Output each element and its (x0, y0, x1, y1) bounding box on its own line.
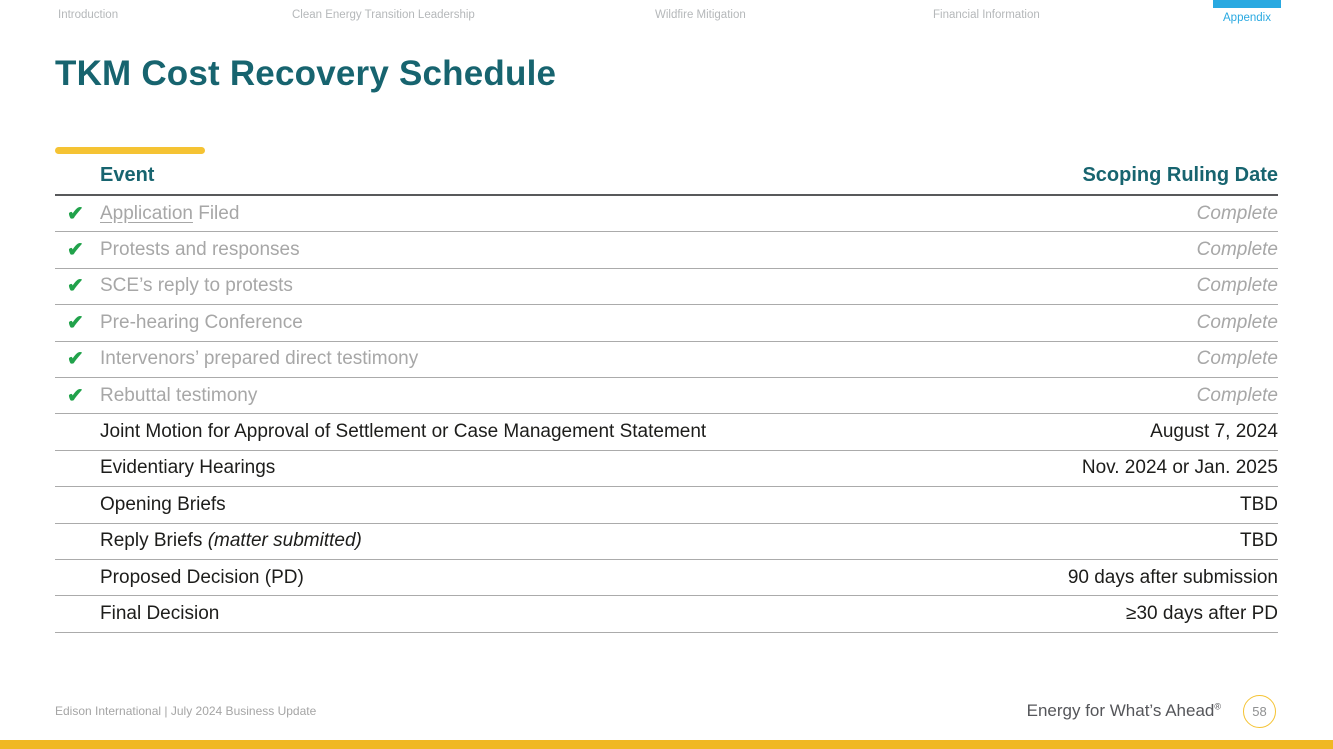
event-cell: Opening Briefs (100, 493, 226, 515)
event-link[interactable]: Application (100, 202, 193, 224)
date-cell: ≥30 days after PD (1126, 602, 1278, 624)
table-row: ✔ Application Filed Complete (55, 196, 1278, 233)
date-cell: Complete (1196, 202, 1278, 224)
column-header-event: Event (100, 164, 155, 186)
event-cell: Protests and responses (100, 239, 300, 261)
registered-trademark-icon: ® (1214, 701, 1221, 712)
event-cell: Reply Briefs (matter submitted) (100, 530, 362, 552)
table-row: ✔ Protests and responses Complete (55, 232, 1278, 269)
nav-item-wildfire-mitigation[interactable]: Wildfire Mitigation (655, 9, 746, 21)
event-note-italic: (matter submitted) (207, 530, 362, 552)
event-cell: Evidentiary Hearings (100, 457, 276, 479)
event-cell: Pre-hearing Conference (100, 311, 303, 333)
date-cell: Nov. 2024 or Jan. 2025 (1081, 457, 1278, 479)
footer-tagline-text: Energy for What’s Ahead (1026, 701, 1215, 720)
footer-deck-title: Edison International | July 2024 Busines… (55, 704, 317, 718)
date-cell: TBD (1240, 530, 1278, 552)
event-cell: SCE’s reply to protests (100, 275, 293, 297)
date-cell: Complete (1196, 311, 1278, 333)
checkmark-icon: ✔ (67, 202, 84, 225)
event-cell: Joint Motion for Approval of Settlement … (100, 421, 707, 443)
date-cell: Complete (1196, 348, 1278, 370)
date-cell: August 7, 2024 (1150, 421, 1278, 443)
checkmark-icon: ✔ (67, 384, 84, 407)
table-row: ✔ Intervenors’ prepared direct testimony C… (55, 342, 1278, 378)
event-cell: Rebuttal testimony (100, 384, 258, 406)
date-cell: 90 days after submission (1067, 566, 1278, 588)
page-number: 58 (1252, 704, 1267, 719)
checkmark-icon: ✔ (67, 348, 84, 371)
schedule-table: Event Scoping Ruling Date ✔ Application F… (55, 157, 1278, 633)
table-body: ✔ Application Filed Complete ✔ Protests and … (55, 196, 1278, 633)
active-tab-indicator (1213, 0, 1281, 8)
nav-item-introduction[interactable]: Introduction (58, 9, 119, 21)
table-row: Evidentiary Hearings Nov. 2024 or Jan. 20… (55, 451, 1278, 488)
table-row: Joint Motion for Approval of Settlement … (55, 414, 1278, 451)
checkmark-icon: ✔ (67, 275, 84, 298)
nav-item-clean-energy[interactable]: Clean Energy Transition Leadership (292, 9, 475, 21)
checkmark-icon: ✔ (67, 311, 84, 334)
nav-item-appendix-label: Appendix (1223, 12, 1271, 24)
table-row: ✔ SCE’s reply to protests Complete (55, 269, 1278, 306)
column-header-scoping-ruling-date: Scoping Ruling Date (1082, 164, 1278, 186)
date-cell: Complete (1196, 384, 1278, 406)
date-cell: Complete (1196, 275, 1278, 297)
date-cell: Complete (1196, 239, 1278, 261)
event-cell: Application Filed (100, 202, 240, 224)
nav-item-financial-information[interactable]: Financial Information (933, 9, 1040, 21)
table-row: ✔ Rebuttal testimony Complete (55, 378, 1278, 415)
table-row: ✔ Pre-hearing Conference Complete (55, 305, 1278, 342)
event-cell: Proposed Decision (PD) (100, 566, 304, 588)
date-cell: TBD (1240, 493, 1278, 515)
table-row: Final Decision ≥30 days after PD (55, 596, 1278, 633)
table-row: Proposed Decision (PD) 90 days after subm… (55, 560, 1278, 597)
nav-item-appendix[interactable]: Appendix (1213, 0, 1281, 26)
bottom-accent-bar (0, 740, 1333, 749)
title-accent-bar (55, 147, 205, 154)
footer-tagline: Energy for What’s Ahead® (1027, 701, 1221, 721)
page-title: TKM Cost Recovery Schedule (55, 54, 557, 93)
table-header-row: Event Scoping Ruling Date (55, 157, 1278, 196)
page-number-badge: 58 (1243, 695, 1276, 728)
table-row: Opening Briefs TBD (55, 487, 1278, 524)
event-cell: Intervenors’ prepared direct testimony (100, 348, 419, 370)
checkmark-icon: ✔ (67, 239, 84, 262)
event-cell: Final Decision (100, 602, 220, 624)
table-row: Reply Briefs (matter submitted) TBD (55, 524, 1278, 560)
